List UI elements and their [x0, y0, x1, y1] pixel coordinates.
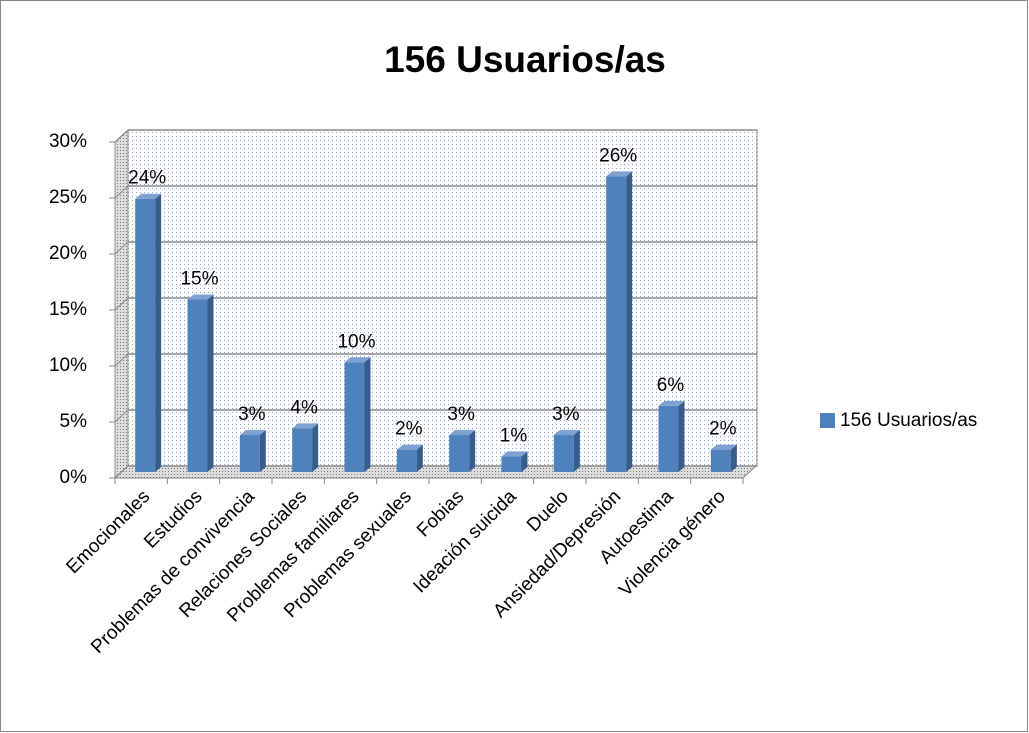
- bar-side: [259, 430, 266, 472]
- legend-label: 156 Usuarios/as: [840, 410, 977, 431]
- bar-side: [207, 294, 214, 472]
- grid-line: [114, 241, 129, 255]
- data-label: 1%: [500, 425, 528, 446]
- data-label: 15%: [180, 269, 218, 290]
- bar-top: [501, 451, 528, 457]
- y-tick-label: 30%: [49, 131, 87, 152]
- bar-side: [521, 451, 528, 472]
- data-label: 24%: [128, 168, 166, 189]
- bar: [396, 449, 417, 472]
- data-label: 10%: [337, 331, 375, 352]
- grid-line: [114, 185, 129, 199]
- grid-line: [114, 129, 129, 143]
- bar: [292, 428, 313, 472]
- bar: [553, 435, 574, 472]
- grid-line: [114, 297, 129, 311]
- bar-top: [187, 294, 214, 300]
- data-label: 3%: [552, 404, 580, 425]
- data-label: 3%: [447, 404, 475, 425]
- bar-top: [449, 430, 476, 436]
- bar-top: [292, 423, 319, 429]
- y-tick-label: 15%: [49, 299, 87, 320]
- bar: [658, 405, 679, 472]
- data-label: 2%: [709, 419, 737, 440]
- bar: [344, 362, 365, 472]
- bar-top: [606, 171, 633, 177]
- bar: [135, 198, 156, 472]
- y-tick-label: 10%: [49, 355, 87, 376]
- bar-top: [710, 444, 737, 450]
- bar-side: [730, 444, 737, 472]
- y-tick-label: 25%: [49, 187, 87, 208]
- bar-side: [312, 423, 319, 472]
- bar-side: [573, 430, 580, 472]
- bar-side: [626, 171, 633, 472]
- bar: [606, 176, 627, 472]
- grid-line: [114, 465, 129, 479]
- bar: [239, 435, 260, 472]
- bar-top: [553, 430, 580, 436]
- bar-top: [135, 193, 162, 199]
- chart-title: 156 Usuarios/as: [384, 39, 666, 80]
- data-label: 3%: [238, 404, 266, 425]
- bar-side: [469, 430, 476, 472]
- data-label: 2%: [395, 419, 423, 440]
- legend-swatch: [820, 413, 835, 428]
- bar-top: [396, 444, 423, 450]
- bar-top: [239, 430, 266, 436]
- y-tick-label: 0%: [60, 467, 88, 488]
- y-tick-label: 5%: [60, 411, 88, 432]
- data-label: 6%: [657, 375, 685, 396]
- bar: [187, 299, 208, 472]
- bar-side: [364, 357, 371, 472]
- data-label: 4%: [290, 397, 318, 418]
- bar: [501, 456, 522, 472]
- bar: [449, 435, 470, 472]
- grid-line: [114, 409, 129, 423]
- y-tick-label: 20%: [49, 243, 87, 264]
- bar-side: [416, 444, 423, 472]
- data-label: 26%: [599, 145, 637, 166]
- bar-side: [155, 193, 162, 472]
- bar-side: [678, 400, 685, 472]
- bar-top: [658, 400, 685, 406]
- grid-line: [114, 353, 129, 367]
- bar: [710, 449, 731, 472]
- bar-top: [344, 357, 371, 363]
